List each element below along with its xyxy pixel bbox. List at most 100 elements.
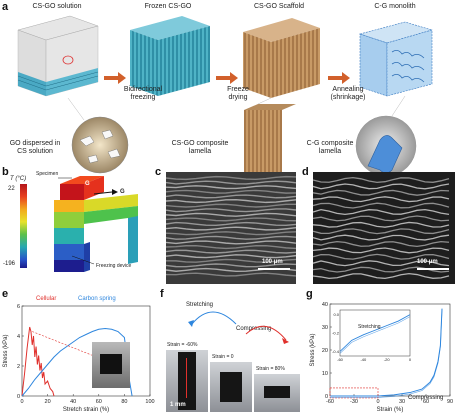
inset-label-stretching: Stretching [358,324,381,330]
go-dispersion-circle [71,116,129,174]
solution-cube [17,15,99,97]
panel-d-label: d [302,166,309,178]
detail-label-3: C-G composite lamella [306,140,354,155]
y-tick-label: 0 [325,394,328,400]
mode-stretching: Stretching [186,302,214,308]
inset-x-tick-label: 0 [409,357,412,362]
sem-c-lamella [166,258,296,263]
strain-label-1: Strain = -60% [167,342,198,348]
sem-c-lamella [166,194,296,199]
sem-d-lamella [313,196,450,203]
scalebar-f: 1 mm [170,402,186,408]
temp-tick-bottom: -196 [3,261,16,267]
monolith-cube [358,21,434,97]
panel-b-label: b [2,166,9,178]
x-tick-label: 40 [70,399,76,405]
sem-c-lamella [166,208,296,213]
zoom-box [329,387,379,399]
sem-d-lamella [313,272,450,279]
x-tick-label: 80 [121,399,127,405]
temp-tick-top: 22 [8,186,15,192]
sem-c-lamella [166,212,296,217]
frozen-cube [130,16,210,96]
sem-c-lamella [166,221,296,227]
sem-c-lamella [166,263,296,268]
panel-c-label: c [155,166,162,178]
inset-frame [339,309,411,357]
strain-label-2: Strain = 0 [212,354,234,360]
scaffold-cube [243,18,320,98]
detail-label-2: CS-GO composite lamella [171,140,229,155]
sem-d-lamella [313,228,450,235]
temperature-colorbar [20,184,27,268]
legend-cellular: Cellular [36,296,57,302]
temp-scale-title: T (°C) [10,176,27,182]
sem-c-lamella [166,245,296,250]
sem-c-lamella [166,189,296,194]
y-tick-label: 0 [17,394,20,400]
sem-c-lamella [166,240,296,245]
arrow-label-1: Bidirectional freezing [123,86,163,101]
freezing-device-diagram [54,176,138,272]
arrow-3-icon [328,72,350,84]
x-tick-label: 60 [96,399,102,405]
y-tick-label: 4 [17,334,20,340]
sem-d-lamella [313,176,450,184]
y-tick-label: 2 [17,364,20,370]
sem-d-lamella [313,234,450,241]
chart-e-frame [21,305,151,397]
x-tick-label: 100 [145,399,154,405]
y-tick-label: 6 [17,304,20,310]
series-carbon-spring-line [21,327,133,397]
sem-d-lamella [313,247,450,254]
gradient-label-2: G [120,189,125,195]
panel-a-schematic [17,15,434,178]
x-tick-label: 60 [423,399,429,405]
sem-c-lamella [166,226,296,231]
x-tick-label: 0 [376,399,379,405]
inset-x-tick-label: -20 [384,357,391,362]
inset-x-tick-label: -40 [360,357,367,362]
sem-c-lamella [166,198,296,204]
sem-c-lamella [166,175,296,181]
stage-title-2: Frozen CS-GO [144,3,192,10]
strain-label-3: Strain = 80% [256,366,285,372]
inset-stretch-line [339,314,411,352]
x-tick-label: 0 [20,399,23,405]
photo-compress [254,374,300,412]
gradient-arrow-icon [93,191,113,195]
panel-f-label: f [160,288,164,300]
x-axis-label: Stretch strain (%) [63,407,109,413]
arrow-label-3: Annealing (shrinkage) [330,86,366,101]
photo-neutral [210,362,252,412]
scalebar-d: 100 μm [417,259,438,265]
arrow-label-2: Freeze drying [227,86,249,101]
specimen-label: Specimen [36,171,59,177]
label-compressing: Compressing [408,395,444,401]
inset-y-tick-label: -0.2 [332,331,340,336]
series-compressing-unload-line [330,310,443,398]
panel-g-label: g [306,288,313,300]
panel-a-label: a [2,1,9,13]
chart-e: 0 20 40 60 80 100 0 2 4 6 Stretch strain (%) Stress… [3,304,155,413]
y-tick-label: 20 [322,348,328,354]
sem-c-lamella [166,217,296,222]
mode-arrows [188,311,289,344]
y-axis-label: Stress (kPa) [3,334,9,367]
sem-d-lamella [313,221,450,228]
chart-g: -60 -30 0 30 60 90 0 10 20 30 40 Strain (%) Stress (… [310,302,453,413]
sem-c-lamella [166,185,296,190]
inset-stretch-unload-line [339,316,411,354]
photo-stretch [166,350,208,412]
sem-image-d [313,172,455,284]
sem-d-lamella [313,215,450,222]
inset-y-tick-label: 0.0 [333,312,339,317]
stage-title-3: CS-GO Scaffold [253,3,305,10]
panel-e-label: e [2,288,9,300]
sem-d-lamella [313,183,450,190]
sem-c-lamella [166,272,296,277]
sem-c-lamella [166,231,296,236]
freezing-device-label: Freezing device [96,263,132,269]
sem-d-lamella [313,202,450,209]
legend-carbon-spring: Carbon spring [78,296,116,302]
